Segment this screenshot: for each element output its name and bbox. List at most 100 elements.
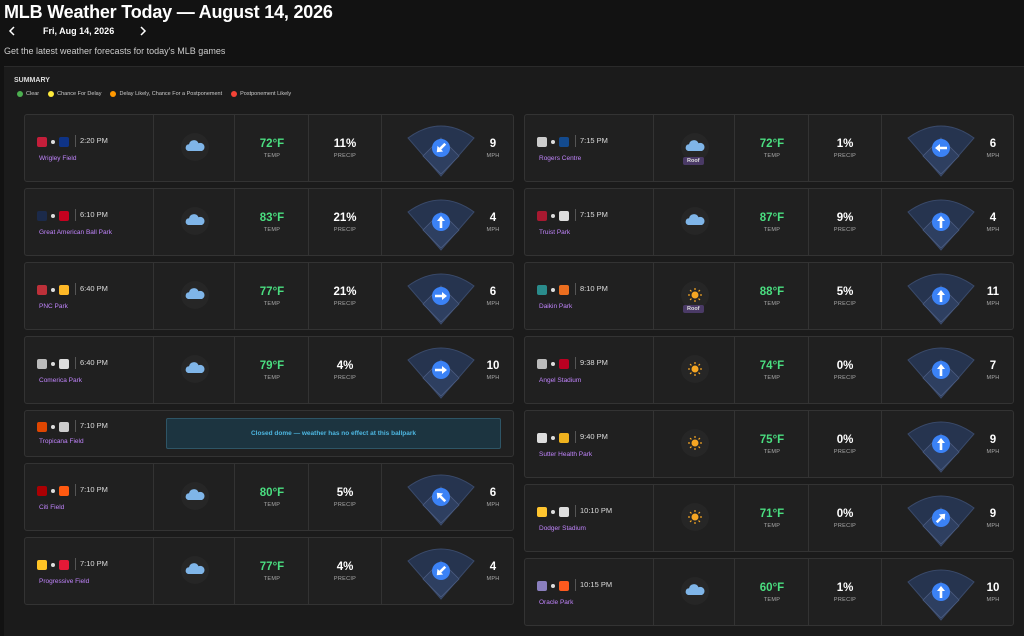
prev-day[interactable]: [8, 26, 16, 36]
divider: [653, 337, 654, 403]
divider: [234, 538, 235, 604]
legend-item: Postponement Likely: [231, 91, 291, 97]
wind-label: MPH: [486, 301, 500, 307]
wind-label: MPH: [986, 523, 1000, 529]
game-card: 2:20 PM Wrigley Field 72°F TEMP 11% PRECIP 9 MP…: [24, 114, 514, 182]
vbar: [575, 209, 576, 221]
cloud: [685, 214, 705, 225]
divider: [881, 485, 882, 551]
legend-dot: [110, 91, 117, 97]
separator-dot: [51, 140, 55, 144]
wind-field: [407, 474, 475, 526]
park-name: Oracle Park: [539, 599, 574, 606]
wind-field: [407, 125, 475, 177]
wind-field: [407, 199, 475, 251]
park-name: Progressive Field: [39, 578, 90, 585]
divider: [734, 189, 735, 255]
temperature: 79°F: [259, 360, 285, 372]
home-logo: [59, 422, 69, 432]
away-logo: [37, 486, 47, 496]
sun-ray: [689, 298, 692, 301]
temperature: 88°F: [759, 286, 785, 298]
precipitation: 11%: [333, 138, 357, 150]
weather-icon: [681, 133, 709, 161]
legend-label: Delay Likely, Chance For a Postponement: [119, 91, 223, 97]
legend-label: Clear: [26, 91, 40, 97]
vbar: [575, 505, 576, 517]
divider: [808, 485, 809, 551]
wind-field: [907, 569, 975, 621]
wind-label: MPH: [986, 153, 1000, 159]
next-day[interactable]: [139, 26, 147, 36]
separator-dot: [51, 425, 55, 429]
precipitation: 5%: [836, 286, 854, 298]
roof-badge: Roof: [683, 157, 704, 165]
precipitation: 5%: [336, 487, 354, 499]
home-logo: [59, 486, 69, 496]
divider: [234, 464, 235, 530]
park-name: Great American Ball Park: [39, 229, 112, 236]
vbar: [575, 283, 576, 295]
sun-ray: [698, 446, 701, 449]
park-name: Daikin Park: [539, 303, 573, 310]
separator-dot: [51, 288, 55, 292]
weather-icon: [181, 133, 209, 161]
team-logos: [537, 359, 569, 369]
team-logos: [537, 507, 569, 517]
precip-label: PRECIP: [333, 375, 357, 381]
weather-icon: [681, 207, 709, 235]
vbar: [575, 357, 576, 369]
wind-field: [907, 125, 975, 177]
sun-ray: [689, 437, 692, 440]
wind-arrow: [436, 565, 447, 576]
wind-arrow: [436, 142, 447, 153]
sun-ray: [689, 520, 692, 523]
team-logos: [537, 285, 569, 295]
divider: [734, 115, 735, 181]
game-card: 6:10 PM Great American Ball Park 83°F TEMP 2…: [24, 188, 514, 256]
sun-ray: [689, 511, 692, 514]
temp-label: TEMP: [763, 375, 781, 381]
divider: [153, 115, 154, 181]
wind-speed: 10: [986, 582, 1000, 594]
precip-label: PRECIP: [333, 502, 357, 508]
home-logo: [59, 211, 69, 221]
wind-speed: 11: [986, 286, 1000, 298]
home-logo: [559, 433, 569, 443]
divider: [381, 538, 382, 604]
park-name: PNC Park: [39, 303, 68, 310]
current-date: Fri, Aug 14, 2026: [43, 26, 115, 36]
away-logo: [37, 211, 47, 221]
wind-field: [407, 548, 475, 600]
vbar: [75, 484, 76, 496]
team-logos: [37, 486, 69, 496]
divider: [234, 263, 235, 329]
park-name: Dodger Stadium: [539, 525, 586, 532]
home-logo: [559, 507, 569, 517]
weather-icon: [681, 355, 709, 383]
precip-label: PRECIP: [833, 597, 857, 603]
divider: [808, 337, 809, 403]
wind-arrow: [435, 292, 447, 300]
team-logos: [37, 211, 69, 221]
wind-speed: 6: [489, 487, 497, 499]
separator-dot: [51, 214, 55, 218]
temp-label: TEMP: [263, 502, 281, 508]
divider: [653, 189, 654, 255]
team-logos: [537, 137, 569, 147]
sun-ray: [689, 363, 692, 366]
sun-ray: [698, 520, 701, 523]
weather-icon: [181, 556, 209, 584]
wind-field: [907, 347, 975, 399]
away-logo: [37, 560, 47, 570]
wind-arrow: [937, 586, 945, 598]
away-logo: [537, 359, 547, 369]
precipitation: 1%: [836, 582, 854, 594]
precipitation: 21%: [333, 212, 357, 224]
sun-ray: [689, 289, 692, 292]
team-logos: [37, 359, 69, 369]
sun-ray: [698, 372, 701, 375]
cloud: [685, 584, 705, 595]
park-name: Comerica Park: [39, 377, 82, 384]
team-logos: [37, 285, 69, 295]
